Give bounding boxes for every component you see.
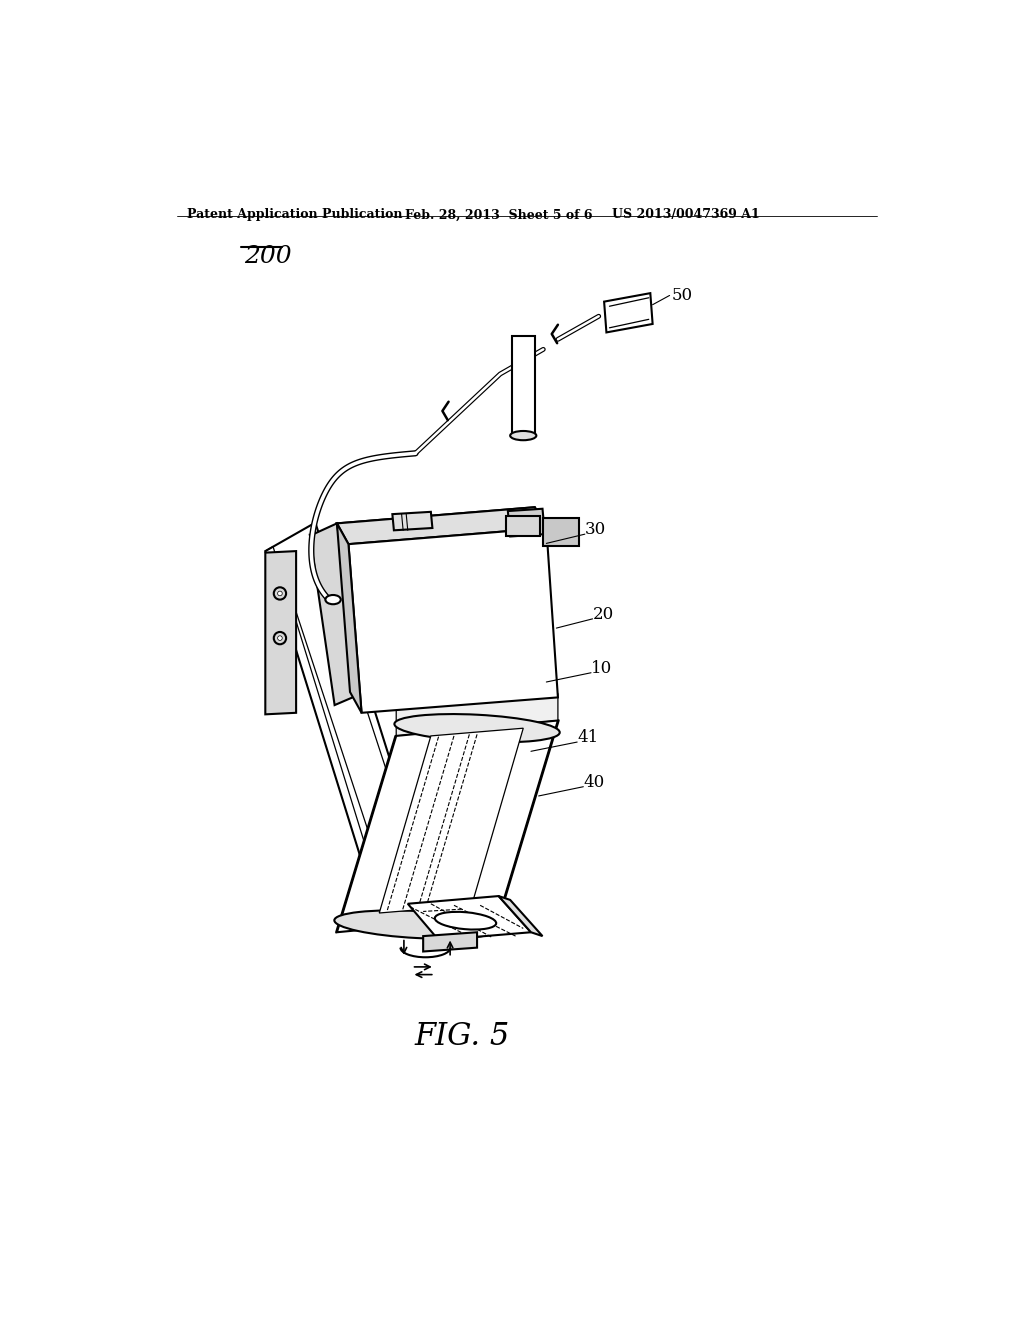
Ellipse shape [334, 911, 500, 939]
Polygon shape [392, 512, 432, 531]
Circle shape [278, 591, 283, 595]
Polygon shape [265, 552, 296, 714]
Polygon shape [423, 932, 477, 952]
Ellipse shape [394, 714, 560, 742]
Polygon shape [337, 524, 361, 713]
Text: 10: 10 [591, 660, 612, 677]
Polygon shape [337, 507, 547, 544]
Ellipse shape [435, 912, 497, 929]
Polygon shape [337, 721, 558, 932]
Text: Patent Application Publication: Patent Application Publication [186, 209, 402, 222]
Text: 40: 40 [584, 774, 604, 791]
Polygon shape [508, 508, 545, 536]
Text: 20: 20 [593, 606, 613, 623]
Text: 50: 50 [672, 286, 693, 304]
Polygon shape [396, 693, 558, 737]
Text: US 2013/0047369 A1: US 2013/0047369 A1 [611, 209, 760, 222]
Polygon shape [310, 524, 361, 705]
Ellipse shape [326, 595, 341, 605]
Text: FIG. 5: FIG. 5 [414, 1020, 509, 1052]
Text: Feb. 28, 2013  Sheet 5 of 6: Feb. 28, 2013 Sheet 5 of 6 [406, 209, 593, 222]
Ellipse shape [510, 432, 537, 441]
Polygon shape [408, 896, 531, 940]
Polygon shape [265, 523, 435, 929]
Polygon shape [544, 517, 579, 545]
Polygon shape [348, 528, 558, 713]
Polygon shape [499, 896, 543, 936]
Text: 41: 41 [578, 729, 598, 746]
Text: 30: 30 [585, 521, 606, 539]
Polygon shape [379, 729, 523, 913]
Polygon shape [337, 507, 547, 544]
Polygon shape [604, 293, 652, 333]
Circle shape [278, 636, 283, 640]
Text: 200: 200 [245, 244, 292, 268]
Bar [512, 335, 535, 436]
Bar [506, 516, 541, 536]
